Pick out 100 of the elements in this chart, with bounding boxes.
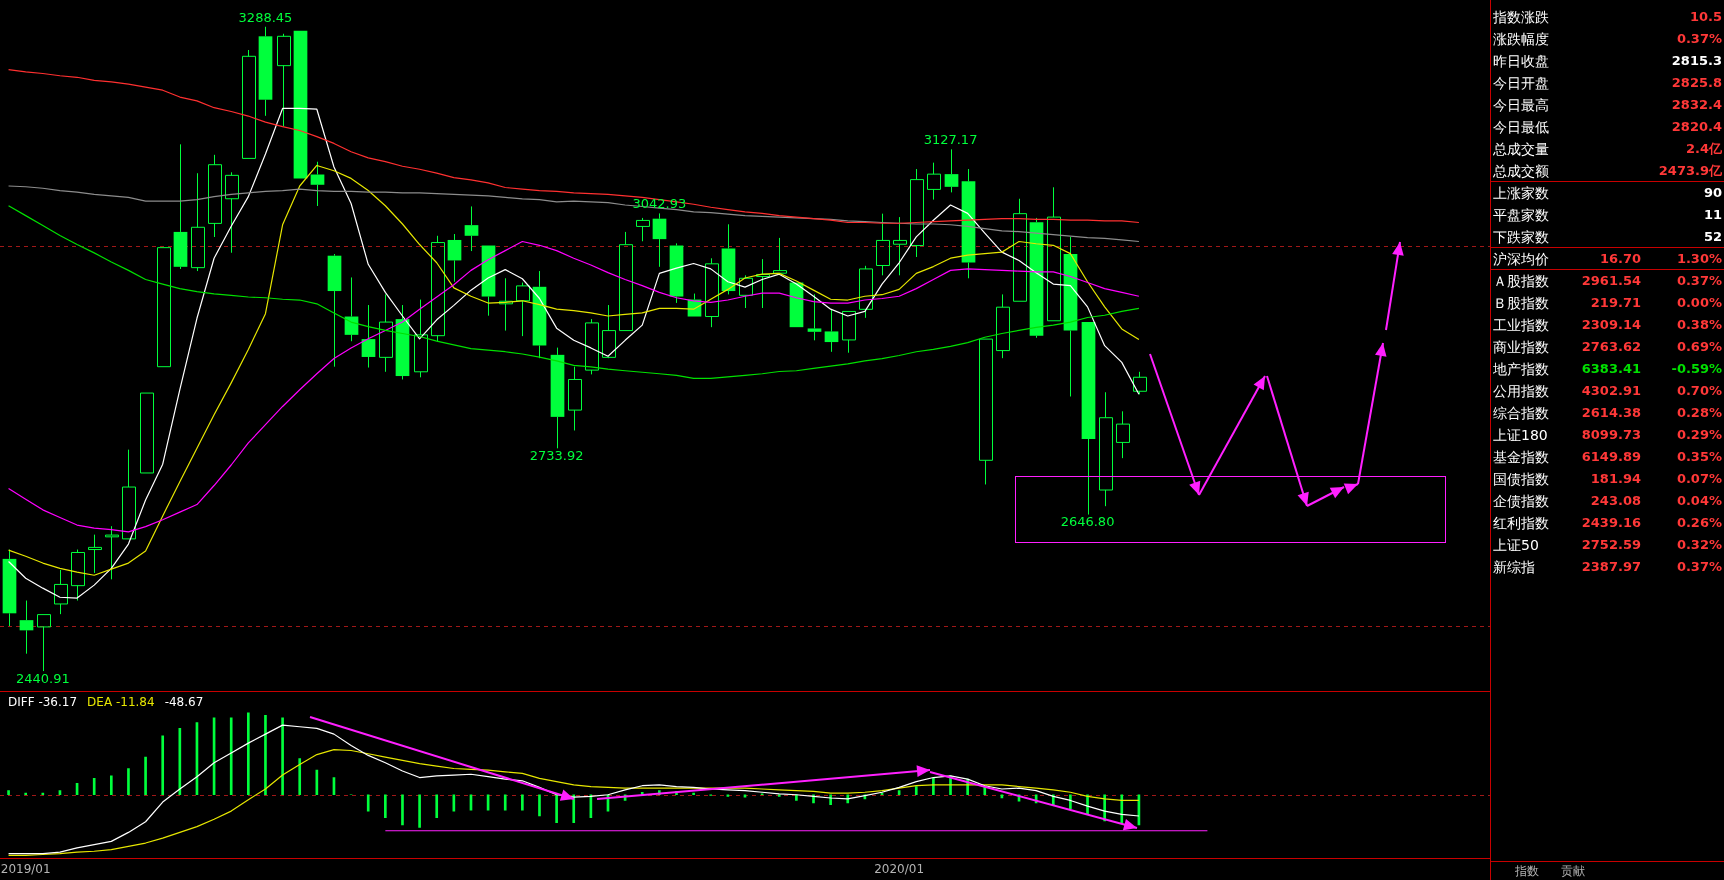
candlestick bbox=[191, 172, 205, 272]
candlestick bbox=[979, 338, 993, 485]
candlestick bbox=[944, 148, 959, 193]
text: 181.94 bbox=[1590, 470, 1641, 486]
text: 219.71 bbox=[1590, 294, 1641, 310]
text: -0.59% bbox=[1671, 360, 1722, 376]
text: 贡献 bbox=[1561, 864, 1585, 878]
text: DEA -11.84 bbox=[87, 695, 155, 709]
bar bbox=[161, 735, 165, 796]
text: 10.5 bbox=[1689, 8, 1722, 24]
text: 0.32% bbox=[1676, 536, 1722, 552]
annotation: 3127.17 bbox=[923, 132, 978, 148]
category-label: 今日开盘 bbox=[1493, 73, 1549, 93]
bar bbox=[109, 775, 113, 796]
candlestick bbox=[208, 154, 222, 238]
category-label: Ｂ股指数 bbox=[1493, 293, 1549, 313]
category-label: 平盘家数 bbox=[1493, 205, 1549, 225]
category-label: 上证180 bbox=[1493, 425, 1548, 445]
text: 2614.38 bbox=[1581, 404, 1641, 420]
candlestick bbox=[893, 216, 907, 276]
x-tick-label: 2020/01 bbox=[874, 861, 925, 876]
text: 243.08 bbox=[1590, 492, 1641, 508]
bar bbox=[229, 717, 233, 796]
bar bbox=[127, 768, 130, 796]
text: 6149.89 bbox=[1581, 448, 1641, 464]
candlestick bbox=[2, 549, 17, 627]
candlestick bbox=[773, 237, 787, 274]
candlestick bbox=[54, 569, 68, 615]
text: 6383.41 bbox=[1581, 360, 1641, 376]
category-label: 下跌家数 bbox=[1493, 227, 1549, 247]
text: 0.29% bbox=[1676, 426, 1722, 442]
candlestick bbox=[1116, 410, 1130, 459]
candlestick bbox=[447, 233, 462, 283]
bar bbox=[281, 717, 284, 796]
bar bbox=[384, 794, 387, 818]
text: 2763.62 bbox=[1581, 338, 1641, 354]
candlestick bbox=[499, 277, 513, 332]
bar bbox=[435, 794, 439, 818]
text: 0.37% bbox=[1676, 558, 1722, 574]
bar bbox=[178, 728, 182, 796]
text: 0.37% bbox=[1676, 272, 1722, 288]
candlestick bbox=[652, 212, 667, 268]
candlestick bbox=[1081, 322, 1096, 516]
text: 0.07% bbox=[1676, 470, 1722, 486]
candlestick bbox=[327, 253, 342, 368]
bar bbox=[418, 794, 421, 828]
candlestick bbox=[619, 231, 633, 332]
text: 90 bbox=[1703, 184, 1722, 200]
text: 2832.4 bbox=[1671, 96, 1722, 112]
candlestick bbox=[927, 162, 941, 201]
text: 2473.9亿 bbox=[1658, 162, 1722, 178]
text: 2815.3 bbox=[1671, 52, 1722, 68]
text: 16.70 bbox=[1599, 250, 1641, 266]
candlestick bbox=[842, 310, 856, 354]
candlestick bbox=[173, 143, 188, 270]
category-label: 上证50 bbox=[1493, 535, 1539, 555]
candlestick bbox=[414, 299, 428, 378]
candlestick bbox=[19, 600, 34, 655]
text: -48.67 bbox=[164, 695, 204, 709]
annotation: 3288.45 bbox=[238, 9, 293, 25]
category-label: 指数涨跌 bbox=[1493, 7, 1549, 27]
bar bbox=[743, 794, 747, 798]
bar bbox=[247, 712, 250, 796]
candlestick bbox=[105, 525, 119, 580]
candlestick bbox=[516, 282, 530, 337]
candlestick bbox=[876, 213, 890, 276]
category-label: 红利指数 bbox=[1493, 513, 1549, 533]
text: 0.70% bbox=[1676, 382, 1722, 398]
category-label: 国债指数 bbox=[1493, 469, 1549, 489]
category-label: 工业指数 bbox=[1493, 315, 1549, 335]
bar bbox=[401, 794, 404, 826]
category-label: 基金指数 bbox=[1493, 447, 1549, 467]
bar bbox=[264, 714, 267, 796]
candlestick bbox=[636, 217, 650, 242]
bar bbox=[555, 794, 558, 823]
text: 2820.4 bbox=[1671, 118, 1722, 134]
text: 指数 bbox=[1515, 864, 1539, 878]
candlestick bbox=[88, 534, 102, 574]
bar bbox=[538, 794, 541, 817]
bar bbox=[521, 794, 524, 811]
bar bbox=[503, 794, 507, 811]
annotation: 2733.92 bbox=[529, 448, 584, 464]
candlestick bbox=[361, 304, 376, 369]
text: 2.4亿 bbox=[1685, 140, 1722, 156]
candlestick bbox=[705, 257, 719, 328]
bar bbox=[1069, 794, 1072, 809]
candlestick bbox=[602, 304, 616, 358]
text: 2309.14 bbox=[1581, 316, 1641, 332]
candlestick bbox=[258, 26, 273, 117]
annotation: 3042.93 bbox=[632, 196, 687, 212]
annotation: 2440.91 bbox=[15, 670, 70, 686]
candlestick bbox=[550, 347, 565, 449]
category-label: 上涨家数 bbox=[1493, 183, 1549, 203]
text: 4302.91 bbox=[1581, 382, 1641, 398]
bar bbox=[692, 792, 695, 796]
category-label: 商业指数 bbox=[1493, 337, 1549, 357]
candlestick bbox=[310, 161, 325, 207]
candlestick bbox=[379, 293, 393, 373]
bar bbox=[914, 786, 918, 796]
candlestick bbox=[721, 223, 736, 295]
